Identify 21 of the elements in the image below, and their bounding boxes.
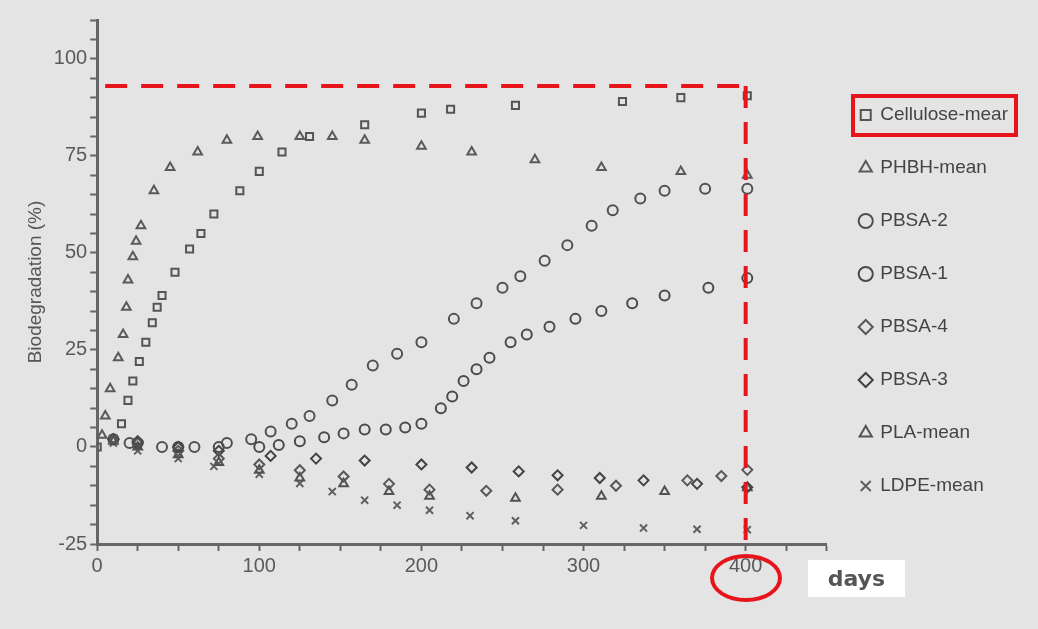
legend-label: PHBH-mean <box>880 156 987 178</box>
legend-label: PBSA-1 <box>880 262 948 284</box>
y-tick-label: 25 <box>64 337 88 360</box>
x-axis-title: days <box>807 560 906 597</box>
legend-label: PBSA-2 <box>880 209 948 231</box>
x-tick-label: 0 <box>91 553 103 576</box>
x-tick-label: 400 <box>728 553 763 576</box>
y-tick-label: 0 <box>76 434 88 457</box>
y-tick-label: 75 <box>64 143 88 166</box>
legend-label: Cellulose-mear <box>880 103 1009 125</box>
legend-label: PBSA-3 <box>880 368 948 390</box>
legend-label: PBSA-4 <box>880 315 949 337</box>
x-tick-label: 300 <box>566 553 601 576</box>
x-tick-label: 200 <box>404 553 439 576</box>
x-tick-label: 100 <box>242 553 276 576</box>
y-axis-title: Biodegradation (%) <box>23 200 45 364</box>
legend-label: LDPE-mean <box>880 474 984 496</box>
y-tick-label: 100 <box>53 46 88 69</box>
legend-label: PLA-mean <box>880 421 971 443</box>
y-tick-label: -25 <box>58 531 88 554</box>
y-tick-label: 50 <box>64 240 88 263</box>
